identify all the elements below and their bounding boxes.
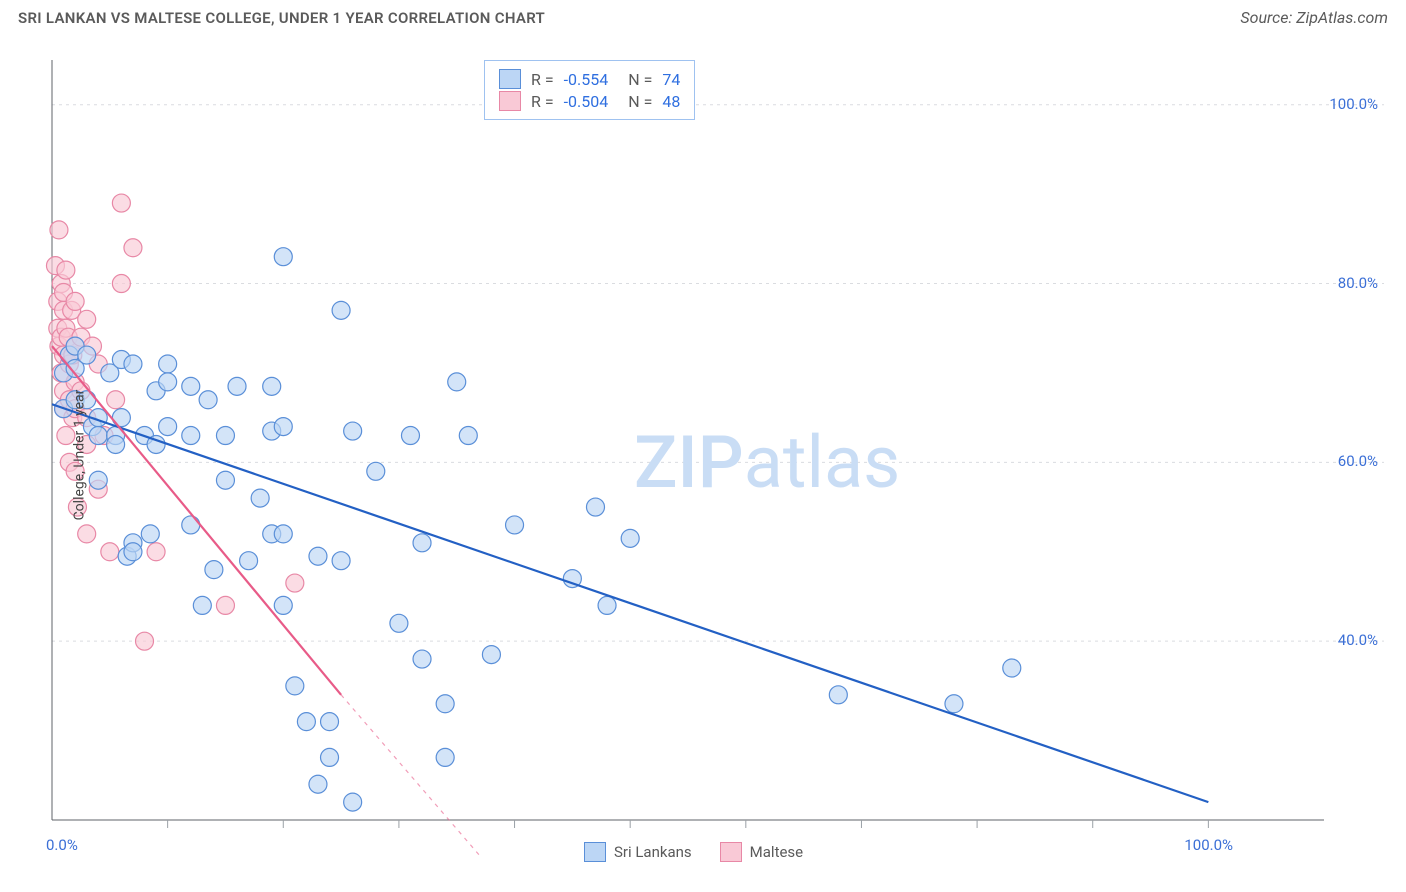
legend-swatch — [499, 69, 521, 89]
y-axis-label: College, Under 1 year — [71, 390, 87, 521]
legend-row: R = -0.554 N = 74 — [499, 69, 680, 89]
y-tick-label: 60.0% — [1338, 452, 1378, 470]
n-label: N = — [628, 92, 652, 111]
x-axis-min-label: 0.0% — [46, 836, 78, 854]
legend-label: Sri Lankans — [614, 843, 692, 861]
legend-swatch — [584, 842, 606, 862]
n-value: 74 — [662, 70, 680, 89]
legend-row: R = -0.504 N = 48 — [499, 91, 680, 111]
legend-swatch — [499, 91, 521, 111]
legend-label: Maltese — [750, 843, 803, 861]
y-tick-label: 40.0% — [1338, 631, 1378, 649]
x-axis-max-label: 100.0% — [1184, 836, 1233, 854]
y-tick-label: 100.0% — [1329, 95, 1378, 113]
n-value: 48 — [662, 92, 680, 111]
legend-swatch — [720, 842, 742, 862]
legend-correlation: R = -0.554 N = 74 R = -0.504 N = 48 — [484, 60, 695, 120]
n-label: N = — [628, 70, 652, 89]
r-label: R = — [531, 92, 554, 111]
chart-area: College, Under 1 year ZIPatlas R = -0.55… — [44, 50, 1384, 860]
legend-item: Maltese — [720, 842, 803, 862]
r-label: R = — [531, 70, 554, 89]
legend-series: Sri Lankans Maltese — [584, 842, 803, 862]
legend-item: Sri Lankans — [584, 842, 692, 862]
chart-title: SRI LANKAN VS MALTESE COLLEGE, UNDER 1 Y… — [18, 9, 545, 27]
r-value: -0.504 — [564, 92, 609, 111]
r-value: -0.554 — [564, 70, 609, 89]
y-tick-label: 80.0% — [1338, 274, 1378, 292]
source-label: Source: ZipAtlas.com — [1240, 8, 1388, 27]
scatter-plot — [44, 50, 1384, 860]
